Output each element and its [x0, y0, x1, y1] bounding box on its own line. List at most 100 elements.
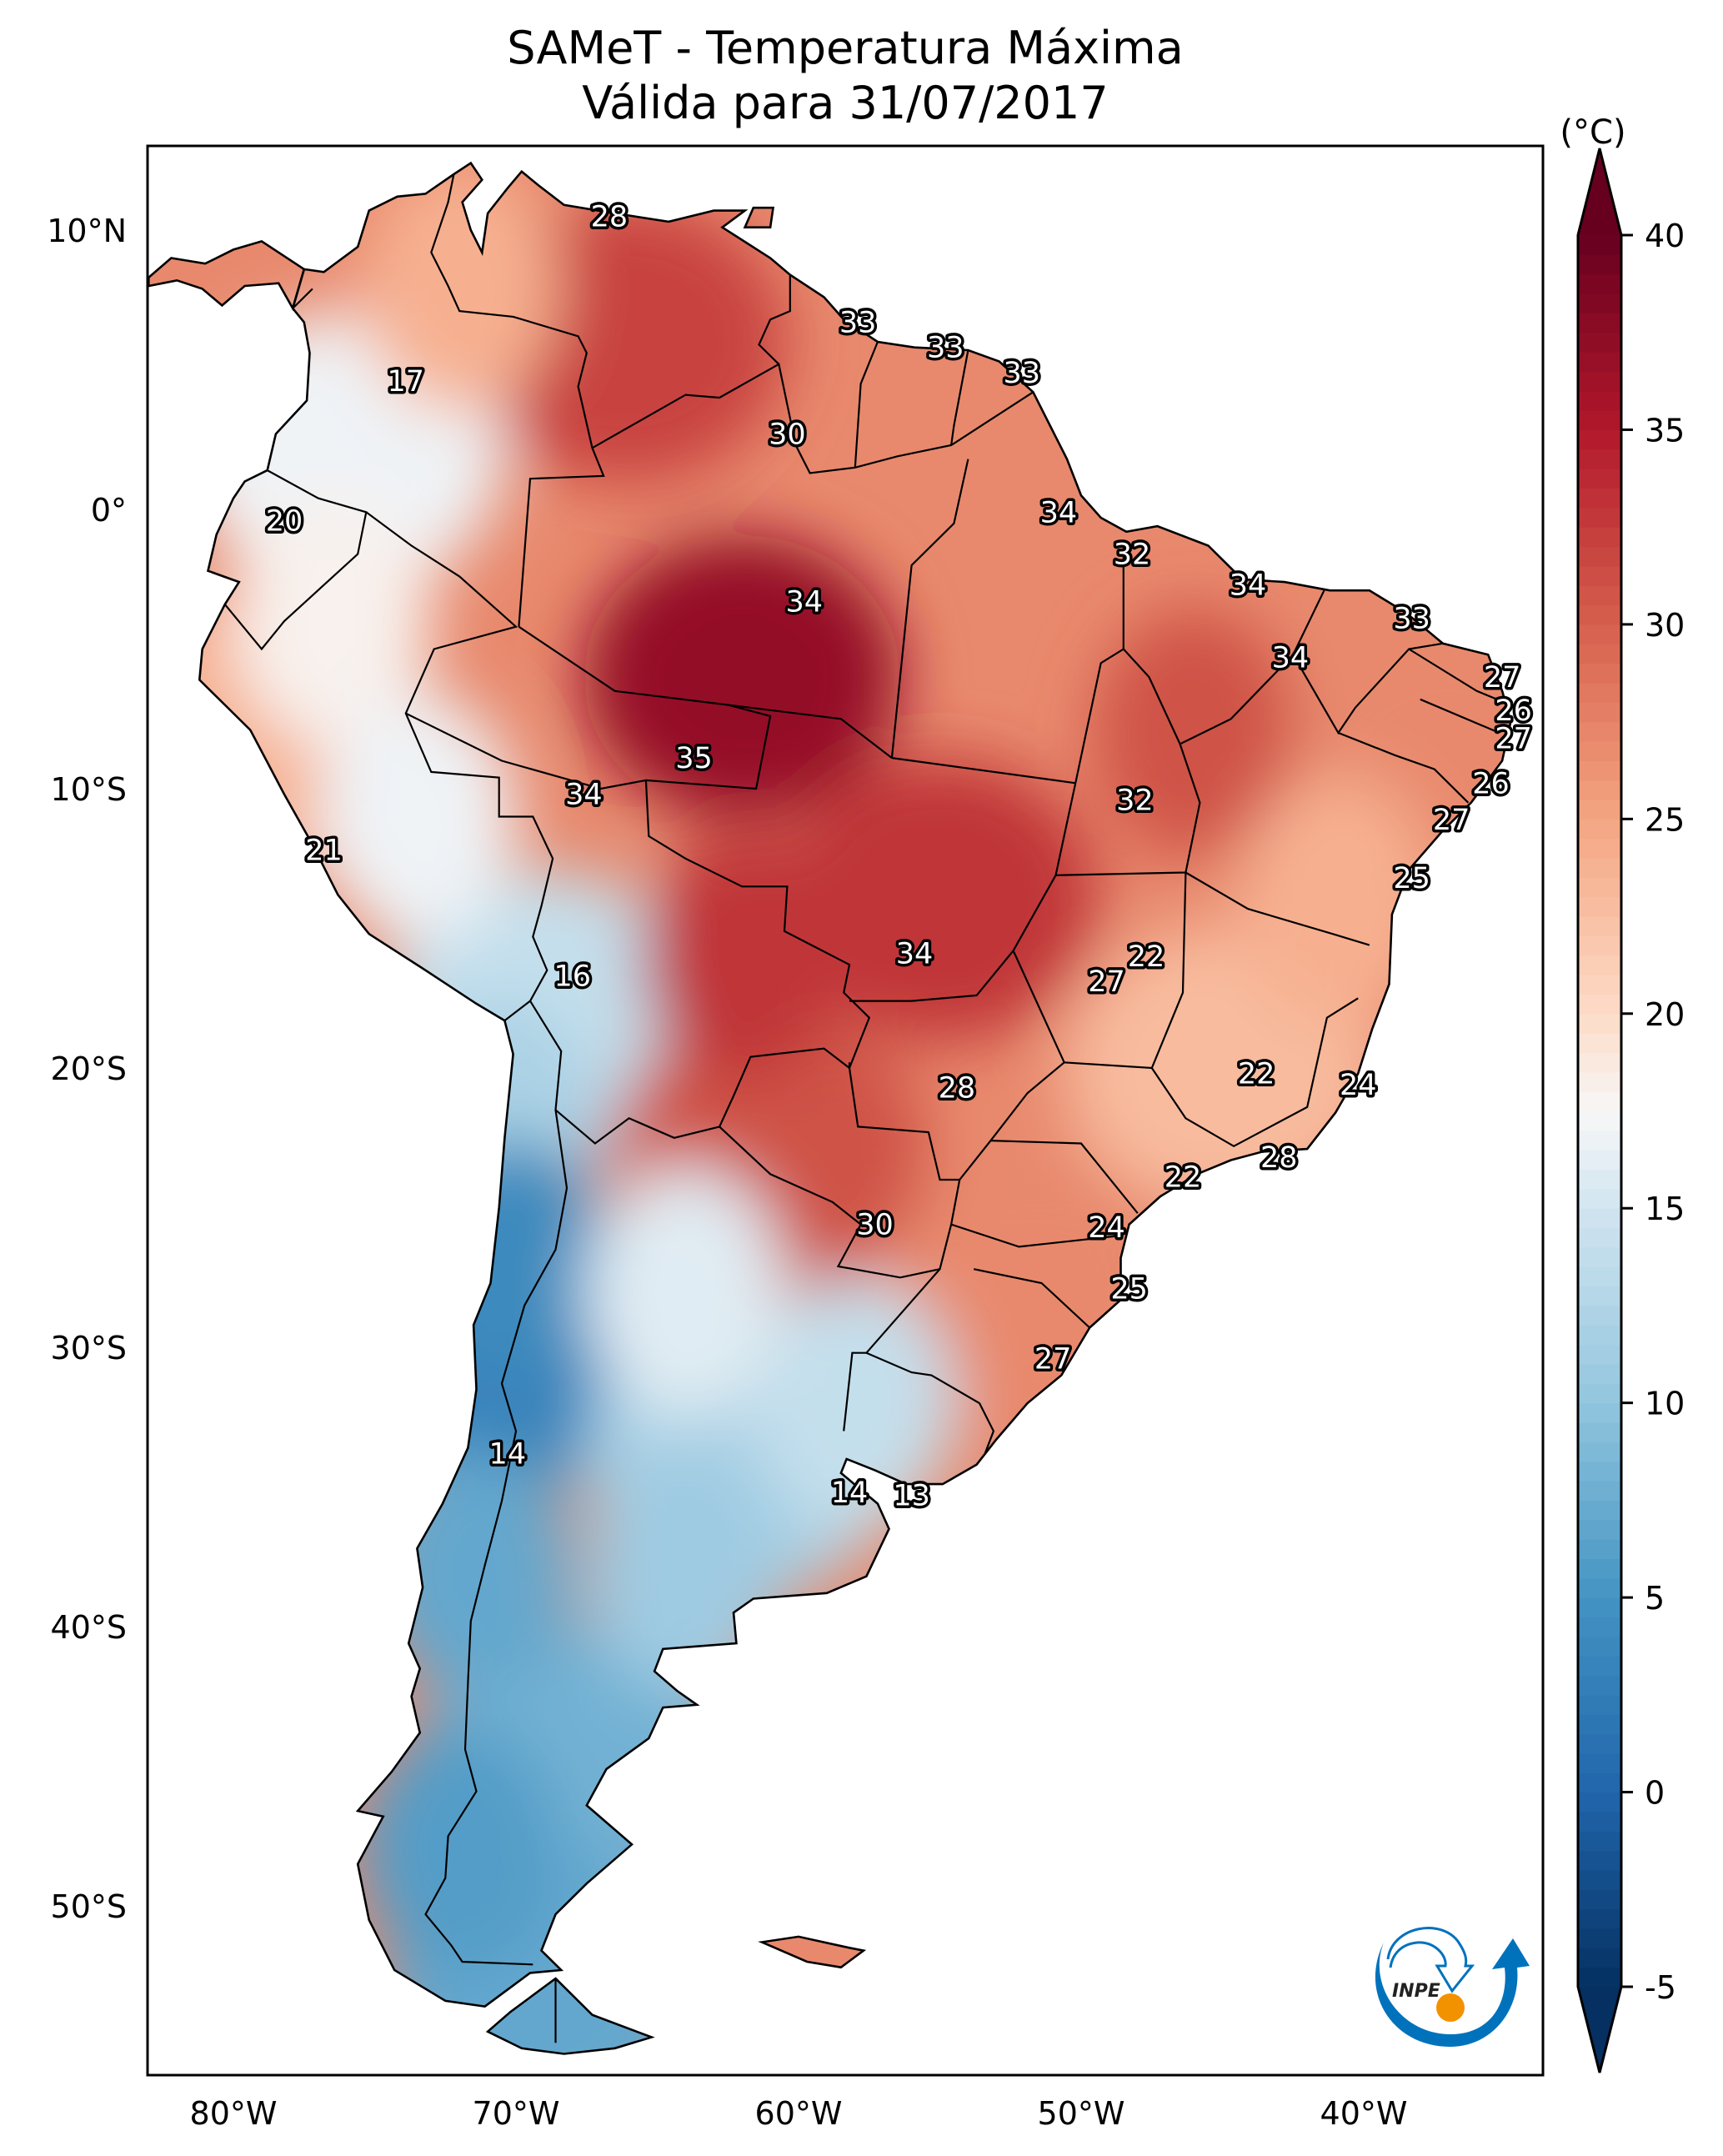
- coastline-segment: [743, 206, 775, 228]
- contour-label: 28: [1260, 1141, 1298, 1175]
- temperature-region-brazil-center: [781, 759, 1099, 1042]
- contour-label: 14: [831, 1477, 869, 1510]
- contour-label: 34: [786, 586, 824, 619]
- colorbar-band: [1578, 896, 1621, 917]
- inpe-swoosh-icon: [1375, 1938, 1530, 2047]
- colorbar-band: [1578, 663, 1621, 684]
- colorbar-band: [1578, 955, 1621, 975]
- colorbar-band: [1578, 858, 1621, 878]
- border-line: [1408, 648, 1511, 706]
- colorbar-band: [1578, 1597, 1621, 1618]
- colorbar-band: [1578, 1013, 1621, 1034]
- chart-subtitle: Válida para 31/07/2017: [582, 77, 1109, 129]
- colorbar-band: [1578, 1908, 1621, 1929]
- border-line: [1420, 698, 1500, 735]
- colorbar-band: [1578, 1928, 1621, 1948]
- colorbar-band: [1578, 740, 1621, 761]
- colorbar-band: [1578, 721, 1621, 742]
- colorbar-band: [1578, 1733, 1621, 1754]
- colorbar-band: [1578, 838, 1621, 859]
- contour-label: 21: [305, 835, 343, 868]
- border-line: [891, 757, 1076, 785]
- contour-label: 27: [1495, 723, 1532, 756]
- contour-label: 34: [1272, 642, 1310, 675]
- colorbar-band: [1578, 313, 1621, 333]
- colorbar-band: [1578, 1169, 1621, 1190]
- temperature-detail: [754, 1278, 955, 1528]
- temperature-detail: [359, 1725, 560, 1975]
- contour-label: 30: [856, 1209, 894, 1242]
- coastline: [148, 161, 1512, 2055]
- inpe-logo-text: INPE: [1392, 1981, 1440, 2002]
- contour-label: 27: [1034, 1342, 1072, 1376]
- colorbar-tick-label: 0: [1645, 1775, 1665, 1812]
- colorbar-band: [1578, 604, 1621, 625]
- longitude-tick-label: 80°W: [190, 2095, 278, 2132]
- contour-label: 25: [1393, 862, 1430, 895]
- colorbar-band: [1578, 254, 1621, 275]
- contour-label: 22: [1165, 1161, 1202, 1195]
- colorbar-tick-label: 40: [1645, 218, 1685, 254]
- colorbar-band: [1578, 1130, 1621, 1151]
- colorbar-band: [1578, 1188, 1621, 1209]
- colorbar-tick-label: 35: [1645, 412, 1685, 449]
- colorbar-tick-label: 30: [1645, 607, 1685, 644]
- latitude-tick-label: 20°S: [51, 1050, 127, 1087]
- contour-label: 16: [554, 960, 592, 993]
- colorbar-band: [1578, 682, 1621, 703]
- contour-label: 24: [1340, 1069, 1377, 1102]
- colorbar-band: [1578, 390, 1621, 411]
- longitude-tick-label: 50°W: [1038, 2095, 1125, 2132]
- colorbar-band: [1578, 780, 1621, 800]
- colorbar-band: [1578, 1071, 1621, 1092]
- latitude-tick-label: 10°S: [51, 771, 127, 808]
- colorbar-band: [1578, 410, 1621, 431]
- colorbar-band: [1578, 1266, 1621, 1287]
- colorbar-tick-label: 25: [1645, 801, 1685, 838]
- chart-title: SAMeT - Temperatura Máxima: [507, 22, 1184, 74]
- contour-label: 27: [1433, 804, 1470, 837]
- inpe-arrow-icon: [1386, 1927, 1475, 1993]
- contour-label: 22: [1238, 1058, 1275, 1091]
- colorbar-tick-label: 15: [1645, 1191, 1685, 1227]
- border-line: [1055, 648, 1201, 876]
- colorbar-band: [1578, 799, 1621, 820]
- colorbar-band: [1578, 1636, 1621, 1657]
- temperature-detail: [232, 496, 433, 746]
- contour-label: 32: [1114, 539, 1151, 572]
- colorbar-band: [1578, 1305, 1621, 1326]
- temperature-region-amazon-core: [584, 535, 901, 819]
- contour-label: 34: [1040, 496, 1078, 529]
- contour-label: 33: [839, 307, 877, 340]
- contour-label: 25: [1110, 1273, 1148, 1306]
- colorbar-band: [1578, 1500, 1621, 1521]
- contour-label: 27: [1484, 661, 1521, 694]
- colorbar-band: [1578, 469, 1621, 489]
- contour-label: 26: [1495, 694, 1532, 728]
- inpe-sun-icon: [1436, 1993, 1465, 2022]
- colorbar-band: [1578, 1948, 1621, 1968]
- colorbar-gradient: [1576, 148, 1623, 2073]
- temperature-detail: [585, 1166, 786, 1416]
- colorbar-band: [1578, 702, 1621, 723]
- latitude-axis: 10°N 0° 10°S 20°S 30°S 40°S 50°S: [47, 213, 127, 1925]
- colorbar-band: [1578, 488, 1621, 509]
- colorbar-tick-label: 10: [1645, 1386, 1685, 1422]
- colorbar-band: [1578, 1344, 1621, 1365]
- colorbar-band: [1578, 449, 1621, 469]
- colorbar-band: [1578, 1831, 1621, 1852]
- colorbar-band: [1578, 1091, 1621, 1112]
- colorbar-band: [1578, 644, 1621, 664]
- border-line: [1292, 642, 1444, 735]
- longitude-tick-label: 60°W: [755, 2095, 843, 2132]
- colorbar-band: [1578, 273, 1621, 294]
- colorbar-band: [1578, 1208, 1621, 1229]
- colorbar-band: [1578, 1752, 1621, 1773]
- colorbar-band: [1578, 1422, 1621, 1442]
- border-line: [890, 459, 969, 759]
- colorbar-band: [1578, 371, 1621, 392]
- colorbar-band: [1578, 1227, 1621, 1248]
- colorbar-band: [1578, 1539, 1621, 1560]
